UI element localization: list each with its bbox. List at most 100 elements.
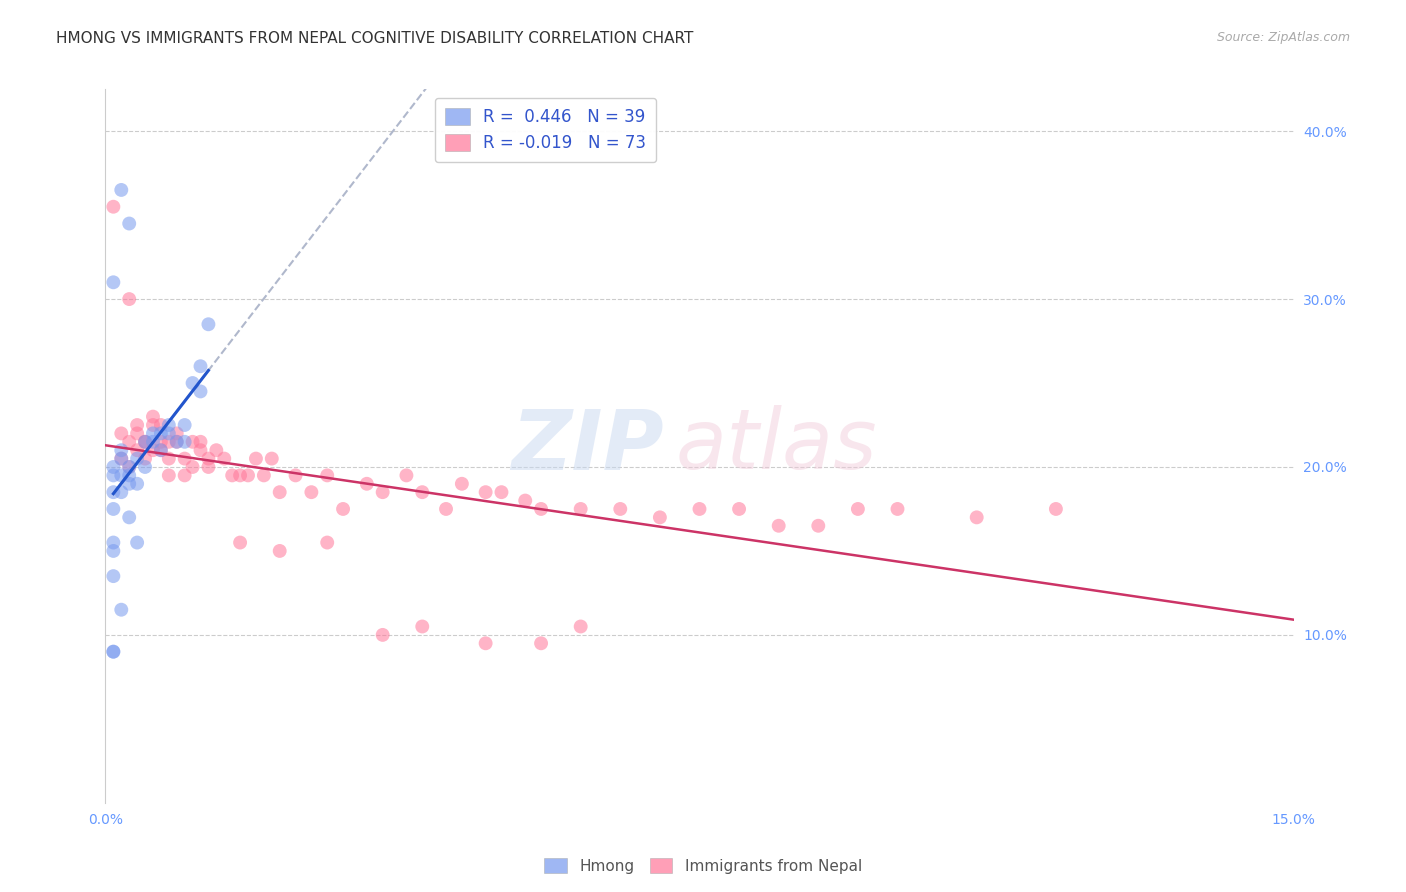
Point xyxy=(127,426,149,441)
Point xyxy=(173,417,195,432)
Point xyxy=(181,434,204,449)
Point xyxy=(157,468,180,483)
Point xyxy=(181,376,204,390)
Point xyxy=(134,460,156,475)
Point xyxy=(260,451,283,466)
Point xyxy=(530,636,553,650)
Point xyxy=(103,502,125,516)
Text: ZIP: ZIP xyxy=(512,406,664,486)
Point xyxy=(142,409,165,424)
Point xyxy=(157,426,180,441)
Point xyxy=(103,569,125,583)
Point xyxy=(173,434,195,449)
Point xyxy=(157,417,180,432)
Point xyxy=(269,544,291,558)
Point xyxy=(118,460,141,475)
Point xyxy=(491,485,513,500)
Point xyxy=(474,636,496,650)
Point xyxy=(110,451,132,466)
Point xyxy=(134,434,156,449)
Point xyxy=(450,476,472,491)
Point xyxy=(142,443,165,458)
Point xyxy=(190,384,212,399)
Point xyxy=(181,460,204,475)
Point xyxy=(149,443,172,458)
Text: Source: ZipAtlas.com: Source: ZipAtlas.com xyxy=(1216,31,1350,45)
Point xyxy=(371,485,394,500)
Point xyxy=(530,502,553,516)
Point xyxy=(118,510,141,524)
Point xyxy=(118,468,141,483)
Point xyxy=(149,443,172,458)
Point xyxy=(173,451,195,466)
Point xyxy=(197,451,219,466)
Point xyxy=(966,510,988,524)
Point xyxy=(229,468,252,483)
Point xyxy=(316,535,339,549)
Point xyxy=(118,217,141,231)
Point xyxy=(127,476,149,491)
Point xyxy=(103,645,125,659)
Point xyxy=(569,619,592,633)
Point xyxy=(166,434,188,449)
Point xyxy=(411,619,433,633)
Point xyxy=(118,292,141,306)
Point xyxy=(197,318,219,332)
Point xyxy=(157,451,180,466)
Point xyxy=(411,485,433,500)
Point xyxy=(434,502,457,516)
Point xyxy=(118,476,141,491)
Point xyxy=(157,434,180,449)
Point xyxy=(768,518,790,533)
Point xyxy=(166,434,188,449)
Point xyxy=(214,451,236,466)
Point xyxy=(299,485,322,500)
Point xyxy=(284,468,307,483)
Point xyxy=(118,460,141,475)
Point xyxy=(316,468,339,483)
Text: atlas: atlas xyxy=(676,406,877,486)
Point xyxy=(142,417,165,432)
Point xyxy=(515,493,537,508)
Point xyxy=(569,502,592,516)
Point xyxy=(609,502,631,516)
Point xyxy=(689,502,711,516)
Point xyxy=(103,535,125,549)
Point xyxy=(103,275,125,289)
Point xyxy=(110,603,132,617)
Point xyxy=(1045,502,1067,516)
Point xyxy=(127,417,149,432)
Point xyxy=(149,426,172,441)
Point xyxy=(134,451,156,466)
Point xyxy=(245,451,267,466)
Text: HMONG VS IMMIGRANTS FROM NEPAL COGNITIVE DISABILITY CORRELATION CHART: HMONG VS IMMIGRANTS FROM NEPAL COGNITIVE… xyxy=(56,31,693,46)
Point xyxy=(127,443,149,458)
Point xyxy=(110,451,132,466)
Point xyxy=(190,434,212,449)
Point xyxy=(103,485,125,500)
Point xyxy=(221,468,243,483)
Point xyxy=(205,443,228,458)
Point xyxy=(110,183,132,197)
Legend: Hmong, Immigrants from Nepal: Hmong, Immigrants from Nepal xyxy=(538,852,868,880)
Point xyxy=(142,426,165,441)
Point xyxy=(371,628,394,642)
Point xyxy=(229,535,252,549)
Point xyxy=(190,443,212,458)
Point xyxy=(846,502,869,516)
Point xyxy=(269,485,291,500)
Point xyxy=(134,434,156,449)
Point xyxy=(648,510,671,524)
Point xyxy=(110,426,132,441)
Point xyxy=(173,468,195,483)
Point xyxy=(886,502,908,516)
Point xyxy=(103,460,125,475)
Point xyxy=(474,485,496,500)
Point xyxy=(356,476,378,491)
Point xyxy=(127,451,149,466)
Point xyxy=(110,443,132,458)
Point xyxy=(110,468,132,483)
Point xyxy=(807,518,830,533)
Point xyxy=(332,502,354,516)
Point xyxy=(103,544,125,558)
